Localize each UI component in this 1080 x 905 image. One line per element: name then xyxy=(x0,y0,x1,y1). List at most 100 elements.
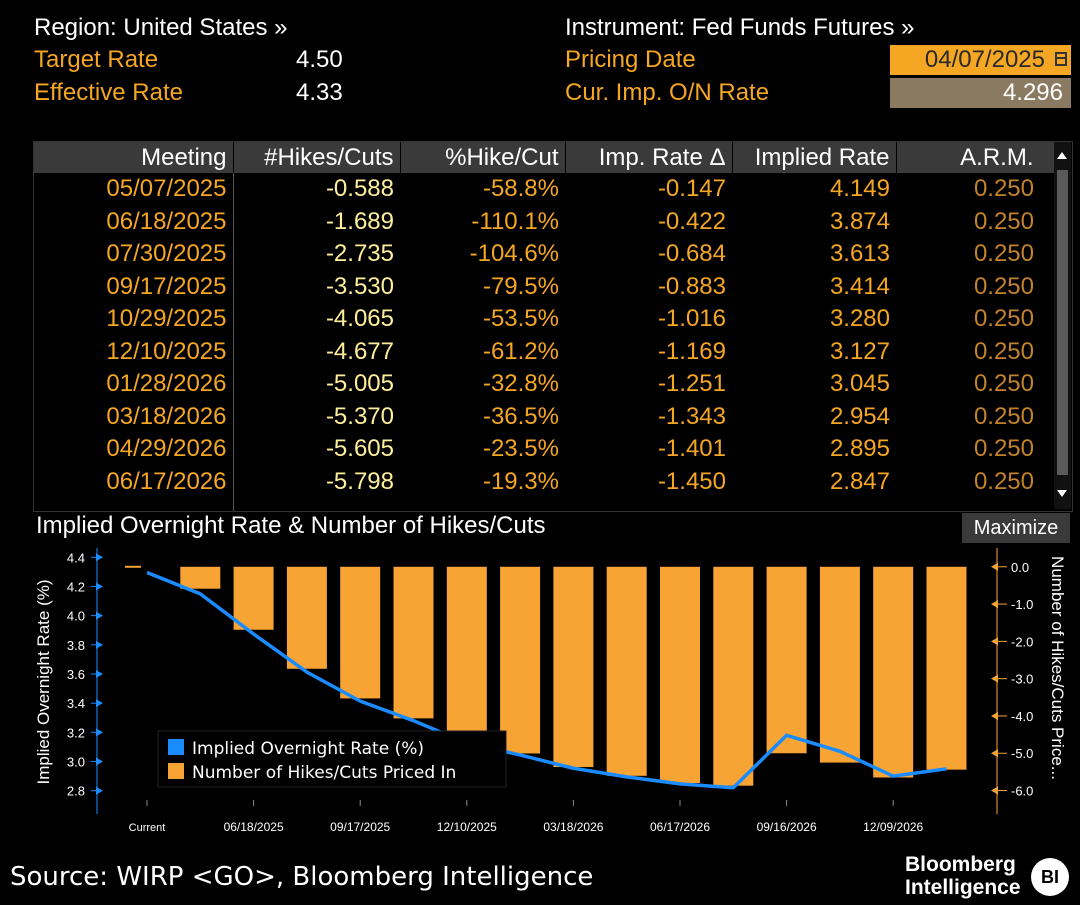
left-tick-label: 4.0 xyxy=(67,609,85,624)
cell-imp-rate-delta: -1.401 xyxy=(657,435,726,463)
cell-hikes-cuts: -4.065 xyxy=(325,305,394,333)
cell-imp-rate-delta: -0.422 xyxy=(657,207,726,235)
right-tick-label: -1.0 xyxy=(1011,597,1033,612)
cell-hikes-cuts: -0.588 xyxy=(325,175,394,203)
scroll-up-icon[interactable] xyxy=(1057,152,1067,159)
col-header-meeting[interactable]: Meeting xyxy=(34,142,234,173)
right-tick-arrow xyxy=(991,786,998,795)
bar xyxy=(713,566,754,786)
cell-imp-rate-delta: -1.450 xyxy=(657,467,726,495)
cell-pct-hike-cut: -110.1% xyxy=(471,207,559,235)
right-tick-label: -2.0 xyxy=(1011,634,1033,649)
cell-imp-rate-delta: -1.169 xyxy=(657,337,726,365)
cell-imp-rate-delta: -1.016 xyxy=(657,305,726,333)
table-row[interactable]: 04/29/2026 -5.605 -23.5% -1.401 2.895 0.250 xyxy=(34,433,1056,466)
cell-pct-hike-cut: -61.2% xyxy=(482,337,559,365)
table-scrollbar[interactable] xyxy=(1054,142,1071,509)
region-selector[interactable]: Region: United States » xyxy=(34,14,288,41)
table-header-row: Meeting #Hikes/Cuts %Hike/Cut Imp. Rate … xyxy=(34,142,1057,173)
cell-implied-rate: 3.280 xyxy=(829,305,890,333)
bar xyxy=(606,566,647,776)
col-header-pct-hike-cut[interactable]: %Hike/Cut xyxy=(400,142,566,173)
cell-pct-hike-cut: -23.5% xyxy=(482,435,559,463)
bar xyxy=(819,566,860,763)
left-tick-label: 2.8 xyxy=(67,784,85,799)
cell-hikes-cuts: -4.677 xyxy=(325,337,394,365)
cell-hikes-cuts: -1.689 xyxy=(325,207,394,235)
cell-pct-hike-cut: -53.5% xyxy=(482,305,559,333)
right-axis-label: Number of Hikes/Cuts Price... xyxy=(1048,556,1067,780)
cell-arm: 0.250 xyxy=(973,467,1034,495)
cell-meeting: 10/29/2025 xyxy=(34,303,234,336)
col-header-hikes-cuts[interactable]: #Hikes/Cuts xyxy=(233,142,401,173)
effective-rate-value: 4.33 xyxy=(296,79,343,106)
bar xyxy=(500,566,541,754)
cell-pct-hike-cut: -36.5% xyxy=(482,402,559,430)
maximize-button[interactable]: Maximize xyxy=(962,513,1070,543)
x-tick-label: Current xyxy=(129,822,166,834)
bar xyxy=(660,566,700,784)
cell-meeting: 06/17/2026 xyxy=(34,465,234,498)
effective-rate-label: Effective Rate xyxy=(34,79,183,106)
table-row[interactable]: 09/17/2025 -3.530 -79.5% -0.883 3.414 0.250 xyxy=(34,270,1056,303)
left-tick-arrow xyxy=(96,553,103,562)
x-tick-label: 09/17/2025 xyxy=(330,820,390,834)
x-tick-label: 09/16/2026 xyxy=(757,820,817,834)
cell-empty xyxy=(896,498,1056,511)
scroll-down-icon[interactable] xyxy=(1057,490,1067,497)
pricing-date-field[interactable]: 04/07/2025 xyxy=(890,45,1071,75)
right-axis: 0.0 -1.0 -2.0 -3.0 -4.0 -5.0 -6.0 xyxy=(991,548,1033,814)
left-tick-label: 3.0 xyxy=(67,755,85,770)
rate-chart: 4.4 4.2 4.0 3.8 3.6 3.4 3.2 3.0 2.8 0.0 -1.0 -2.0 -… xyxy=(34,548,1067,834)
cell-arm: 0.250 xyxy=(973,207,1034,235)
cell-hikes-cuts: -5.370 xyxy=(325,402,394,430)
table-row[interactable]: 06/17/2026 -5.798 -19.3% -1.450 2.847 0.250 xyxy=(34,465,1056,498)
cell-hikes-cuts: -5.605 xyxy=(325,435,394,463)
cur-imp-rate-value: 4.296 xyxy=(890,78,1071,108)
cell-hikes-cuts: -5.005 xyxy=(325,370,394,398)
bar xyxy=(926,566,967,770)
left-tick-label: 3.2 xyxy=(67,725,85,740)
col-header-imp-rate-delta[interactable]: Imp. Rate Δ xyxy=(565,142,733,173)
left-axis: 4.4 4.2 4.0 3.8 3.6 3.4 3.2 3.0 2.8 xyxy=(67,548,103,814)
pricing-date-value[interactable]: 04/07/2025 xyxy=(924,46,1045,73)
cell-arm: 0.250 xyxy=(973,305,1034,333)
cell-pct-hike-cut: -79.5% xyxy=(482,272,559,300)
x-tick-label: 03/18/2026 xyxy=(543,820,603,834)
cell-arm: 0.250 xyxy=(973,435,1034,463)
cell-arm: 0.250 xyxy=(973,272,1034,300)
table-row[interactable]: 12/10/2025 -4.677 -61.2% -1.169 3.127 0.250 xyxy=(34,335,1056,368)
meetings-table: Meeting #Hikes/Cuts %Hike/Cut Imp. Rate … xyxy=(34,142,1057,511)
bar xyxy=(125,565,141,568)
instrument-selector[interactable]: Instrument: Fed Funds Futures » xyxy=(565,14,915,41)
cell-imp-rate-delta: -1.343 xyxy=(657,402,726,430)
calendar-icon[interactable] xyxy=(1055,52,1067,66)
bi-badge-icon: BI xyxy=(1031,858,1069,896)
target-rate-value: 4.50 xyxy=(296,46,343,73)
right-tick-arrow xyxy=(991,711,998,720)
cell-implied-rate: 3.414 xyxy=(829,272,890,300)
bar xyxy=(873,566,914,778)
left-tick-arrow xyxy=(96,582,103,591)
table-row[interactable]: 10/29/2025 -4.065 -53.5% -1.016 3.280 0.250 xyxy=(34,303,1056,336)
table-row[interactable]: 01/28/2026 -5.005 -32.8% -1.251 3.045 0.250 xyxy=(34,368,1056,401)
col-header-arm[interactable]: A.R.M. xyxy=(896,142,1057,173)
cell-arm: 0.250 xyxy=(973,370,1034,398)
brand-line-1: Bloomberg xyxy=(905,853,1016,876)
cell-pct-hike-cut: -19.3% xyxy=(482,467,559,495)
table-row[interactable]: 05/07/2025 -0.588 -58.8% -0.147 4.149 0.250 xyxy=(34,173,1056,206)
brand-line-2: Intelligence xyxy=(905,876,1021,899)
table-row[interactable]: 03/18/2026 -5.370 -36.5% -1.343 2.954 0.250 xyxy=(34,400,1056,433)
bar xyxy=(393,566,434,719)
table-row[interactable]: 06/18/2025 -1.689 -110.1% -0.422 3.874 0.250 xyxy=(34,205,1056,238)
col-header-implied-rate[interactable]: Implied Rate xyxy=(732,142,897,173)
x-tick-label: 06/17/2026 xyxy=(650,820,710,834)
left-tick-arrow xyxy=(96,670,103,678)
left-axis-label: Implied Overnight Rate (%) xyxy=(34,579,53,784)
table-row-partial[interactable] xyxy=(34,498,1056,511)
scrollbar-thumb[interactable] xyxy=(1057,170,1068,475)
table-row[interactable]: 07/30/2025 -2.735 -104.6% -0.684 3.613 0.250 xyxy=(34,238,1056,271)
bar xyxy=(766,566,807,754)
cell-meeting: 04/29/2026 xyxy=(34,433,234,466)
cell-meeting: 06/18/2025 xyxy=(34,205,234,238)
